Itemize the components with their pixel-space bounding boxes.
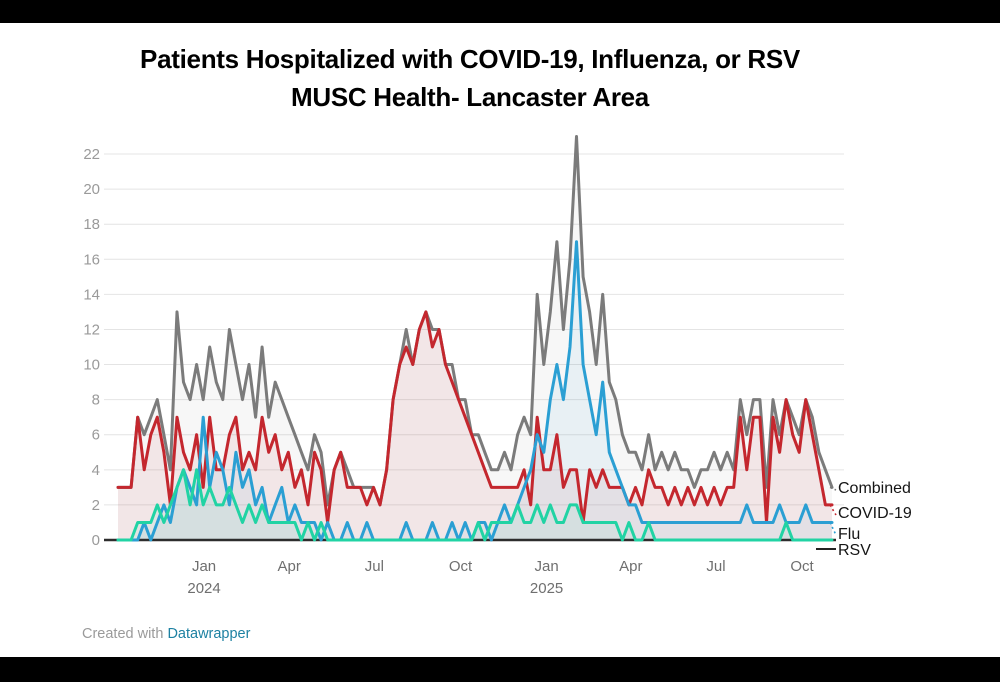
letterbox-bottom-bar <box>0 657 1000 682</box>
y-tick-label: 6 <box>92 427 100 444</box>
legend-label-combined: Combined <box>838 480 911 497</box>
series-area-covid-19 <box>118 311 832 540</box>
legend-leader-combined <box>829 486 837 491</box>
chart-title-line2: MUSC Health- Lancaster Area <box>291 82 649 112</box>
legend-label-covid-19: COVID-19 <box>838 505 912 522</box>
y-tick-label: 2 <box>92 497 100 514</box>
series-line-combined <box>116 135 834 507</box>
x-tick-label: Jan <box>535 558 559 575</box>
chart-title-line1: Patients Hospitalized with COVID-19, Inf… <box>140 44 800 74</box>
attribution-prefix: Created with <box>82 626 168 642</box>
y-tick-label: 10 <box>83 357 100 374</box>
x-tick-label: Apr <box>619 558 642 575</box>
y-tick-label: 20 <box>83 181 100 198</box>
y-tick-label: 14 <box>83 286 100 303</box>
legend-label-rsv: RSV <box>838 542 871 559</box>
x-tick-year-label: 2024 <box>187 580 220 597</box>
y-tick-label: 22 <box>83 146 100 163</box>
x-tick-year-label: 2025 <box>530 580 563 597</box>
y-tick-label: 12 <box>83 321 100 338</box>
y-tick-label: 4 <box>92 462 100 479</box>
x-tick-label: Jul <box>365 558 384 575</box>
attribution: Created with Datawrapper <box>82 626 250 642</box>
chart-title: Patients Hospitalized with COVID-19, Inf… <box>75 40 865 116</box>
legend-label-flu: Flu <box>838 526 861 543</box>
x-tick-label: Apr <box>278 558 301 575</box>
legend-leader-covid-19 <box>829 504 837 516</box>
y-tick-label: 0 <box>92 532 100 549</box>
series-line-covid-19 <box>116 310 834 524</box>
legend-leader-flu <box>829 522 837 536</box>
y-tick-label: 18 <box>83 216 100 233</box>
series-area-rsv <box>118 469 832 540</box>
series-area-flu <box>118 241 832 540</box>
chart-card <box>0 23 1000 657</box>
y-tick-label: 8 <box>92 392 100 409</box>
series-line-rsv <box>116 468 834 542</box>
datawrapper-link[interactable]: Datawrapper <box>167 626 251 642</box>
x-tick-label: Oct <box>449 558 473 575</box>
x-tick-label: Oct <box>790 558 814 575</box>
y-tick-label: 16 <box>83 251 100 268</box>
x-tick-label: Jul <box>706 558 725 575</box>
x-tick-label: Jan <box>192 558 216 575</box>
letterbox-top-bar <box>0 0 1000 23</box>
